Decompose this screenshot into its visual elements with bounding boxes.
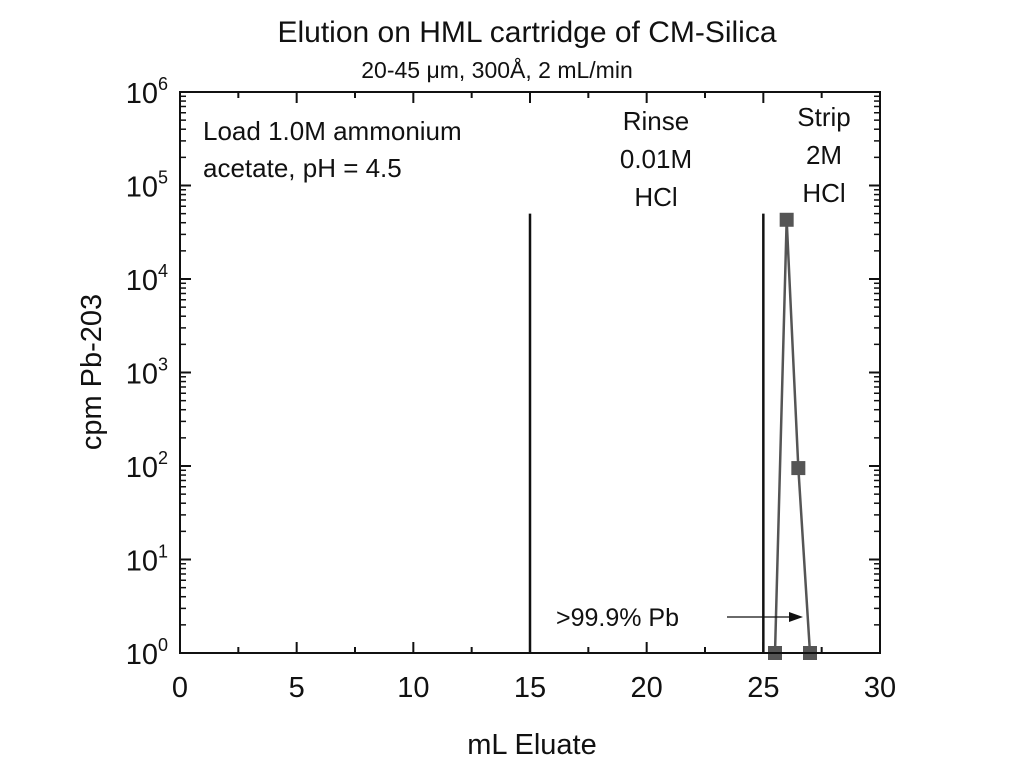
y-tick-label-exponent: 5 bbox=[158, 168, 168, 188]
data-series bbox=[768, 212, 817, 660]
x-tick-label: 15 bbox=[514, 672, 546, 704]
data-point-marker bbox=[791, 461, 806, 476]
chart-title: Elution on HML cartridge of CM-Silica bbox=[277, 16, 776, 49]
divider-lines bbox=[528, 213, 765, 653]
x-tick-labels: 0 5 10 15 20 25 30 bbox=[172, 672, 896, 704]
y-tick-label-base: 10 bbox=[126, 546, 158, 578]
y-tick-label-exponent: 0 bbox=[158, 635, 168, 655]
y-tick-label-exponent: 2 bbox=[158, 448, 168, 468]
rinse-annotation-line-3: HCl bbox=[634, 182, 677, 212]
rinse-annotation-line-1: Rinse bbox=[623, 106, 689, 136]
y-tick-label-base: 10 bbox=[126, 359, 158, 391]
y-tick-label-exponent: 1 bbox=[158, 542, 168, 562]
data-point-marker bbox=[779, 212, 794, 227]
series-line bbox=[773, 219, 812, 654]
y-tick-label-base: 10 bbox=[126, 78, 158, 110]
x-tick-label: 25 bbox=[747, 672, 779, 704]
y-tick-label-exponent: 3 bbox=[158, 355, 168, 375]
strip-annotation-line-3: HCl bbox=[802, 178, 845, 208]
y-tick-label-exponent: 4 bbox=[158, 261, 168, 281]
strip-annotation-line-2: 2M bbox=[806, 140, 842, 170]
x-tick-label: 5 bbox=[289, 672, 305, 704]
strip-annotation-line-1: Strip bbox=[797, 102, 850, 132]
y-tick-label-base: 10 bbox=[126, 265, 158, 297]
x-tick-label: 30 bbox=[864, 672, 896, 704]
chart-subtitle: 20-45 μm, 300Å, 2 mL/min bbox=[361, 56, 633, 83]
load-annotation-line-1: Load 1.0M ammonium bbox=[203, 116, 462, 146]
y-tick-label-exponent: 6 bbox=[158, 74, 168, 94]
x-tick-label: 0 bbox=[172, 672, 188, 704]
recovery-arrow-head bbox=[789, 612, 803, 622]
rinse-annotation-line-2: 0.01M bbox=[620, 144, 692, 174]
y-tick-label-base: 10 bbox=[126, 452, 158, 484]
y-tick-label-base: 10 bbox=[126, 172, 158, 204]
x-axis-label: mL Eluate bbox=[467, 729, 597, 761]
load-annotation-line-2: acetate, pH = 4.5 bbox=[203, 153, 402, 183]
recovery-annotation: >99.9% Pb bbox=[556, 604, 679, 632]
y-tick-label-base: 10 bbox=[126, 639, 158, 671]
plot-frame bbox=[179, 91, 881, 654]
x-tick-label: 20 bbox=[631, 672, 663, 704]
x-tick-label: 10 bbox=[397, 672, 429, 704]
y-axis-label: cpm Pb-203 bbox=[76, 294, 108, 450]
